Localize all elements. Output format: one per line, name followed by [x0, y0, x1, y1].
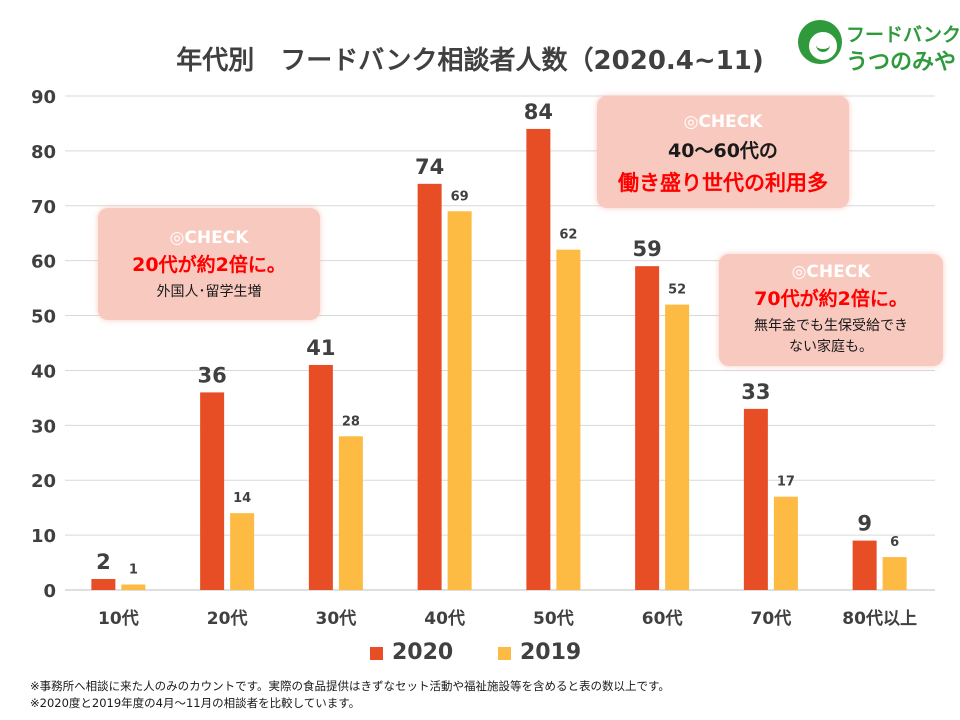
bar-2019	[773, 496, 798, 590]
data-label-2019: 62	[559, 228, 577, 243]
footnote-2: ※2020度と2019年度の4月～11月の相談者を比較しています。	[30, 696, 361, 710]
legend-label-2020: 2020	[392, 640, 454, 665]
bar-2020	[308, 364, 333, 590]
data-label-2019: 1	[129, 563, 138, 578]
bar-2020	[526, 128, 551, 590]
callout-70s-head: ◎CHECK	[791, 262, 871, 282]
data-label-2020: 74	[415, 155, 444, 179]
callout-20s: ◎CHECK 20代が約2倍に。 外国人･留学生増	[98, 208, 320, 320]
y-tick-label: 80	[31, 142, 56, 163]
bar-2020	[91, 579, 116, 590]
callout-70s-sub2: ない家庭も。	[789, 339, 873, 355]
bar-2020	[417, 183, 442, 591]
callout-40-60s-main: 働き盛り世代の利用多	[618, 171, 828, 195]
legend-swatch-2020	[370, 647, 383, 660]
data-label-2020: 9	[857, 512, 872, 536]
chart-title: 年代別 フードバンク相談者人数（2020.4~11)	[176, 46, 764, 76]
data-label-2019: 28	[342, 414, 360, 429]
logo-top-text: フードバンク	[846, 24, 960, 46]
x-tick-label: 70代	[751, 608, 792, 629]
callout-70s: ◎CHECK 70代が約2倍に。 無年金でも生保受給でき ない家庭も。	[719, 254, 943, 366]
data-label-2019: 17	[777, 475, 795, 490]
callout-70s-sub1: 無年金でも生保受給でき	[754, 318, 908, 334]
data-label-2020: 2	[96, 550, 111, 574]
y-tick-label: 70	[31, 197, 56, 218]
x-tick-label: 20代	[207, 608, 248, 629]
y-tick-label: 40	[31, 361, 56, 382]
callout-20s-main: 20代が約2倍に。	[132, 254, 286, 276]
bar-2020	[635, 266, 660, 590]
x-tick-label: 30代	[316, 608, 357, 629]
data-label-2019: 6	[890, 535, 899, 550]
y-tick-label: 10	[31, 526, 56, 547]
data-label-2020: 84	[524, 100, 553, 124]
x-tick-label: 80代以上	[842, 608, 917, 629]
data-label-2020: 36	[198, 363, 227, 387]
logo-face-icon	[798, 20, 842, 64]
data-label-2019: 52	[668, 283, 686, 298]
data-label-2019: 69	[451, 189, 469, 204]
bar-2019	[882, 557, 907, 590]
data-label-2020: 41	[306, 336, 335, 360]
x-tick-label: 40代	[424, 608, 465, 629]
callout-40-60s-line1: 40～60代の	[668, 140, 778, 162]
data-label-2019: 14	[233, 491, 251, 506]
footnote-1: ※事務所へ相談に来た人のみのカウントです。実際の食品提供はきずなセット活動や福祉…	[30, 679, 670, 693]
y-tick-label: 50	[31, 307, 56, 328]
data-label-2020: 59	[633, 237, 662, 261]
callout-40-60s: ◎CHECK 40～60代の 働き盛り世代の利用多	[597, 96, 849, 208]
bar-2020	[200, 392, 225, 590]
y-tick-label: 30	[31, 416, 56, 437]
y-tick-label: 60	[31, 252, 56, 273]
x-tick-label: 50代	[533, 608, 574, 629]
callout-70s-main: 70代が約2倍に。	[754, 288, 908, 310]
y-tick-label: 0	[43, 581, 56, 602]
bar-2019	[447, 211, 472, 590]
bar-2019	[230, 513, 255, 590]
x-tick-label: 60代	[642, 608, 683, 629]
bar-2019	[121, 584, 146, 590]
bar-2019	[556, 249, 581, 590]
bar-2020	[743, 408, 768, 590]
legend-swatch-2019	[498, 647, 511, 660]
food-bank-logo: フードバンク うつのみや	[798, 18, 960, 80]
y-tick-label: 20	[31, 471, 56, 492]
bar-2020	[852, 540, 877, 590]
data-label-2020: 33	[741, 380, 770, 404]
bar-2019	[665, 304, 690, 590]
x-tick-label: 10代	[98, 608, 139, 629]
logo-bottom-text: うつのみや	[846, 50, 957, 75]
callout-20s-sub: 外国人･留学生増	[156, 284, 262, 300]
callout-40-60s-head: ◎CHECK	[683, 112, 763, 132]
bar-2019	[338, 436, 363, 590]
callout-20s-head: ◎CHECK	[169, 228, 249, 248]
legend-label-2019: 2019	[520, 640, 582, 665]
y-tick-label: 90	[31, 87, 56, 108]
